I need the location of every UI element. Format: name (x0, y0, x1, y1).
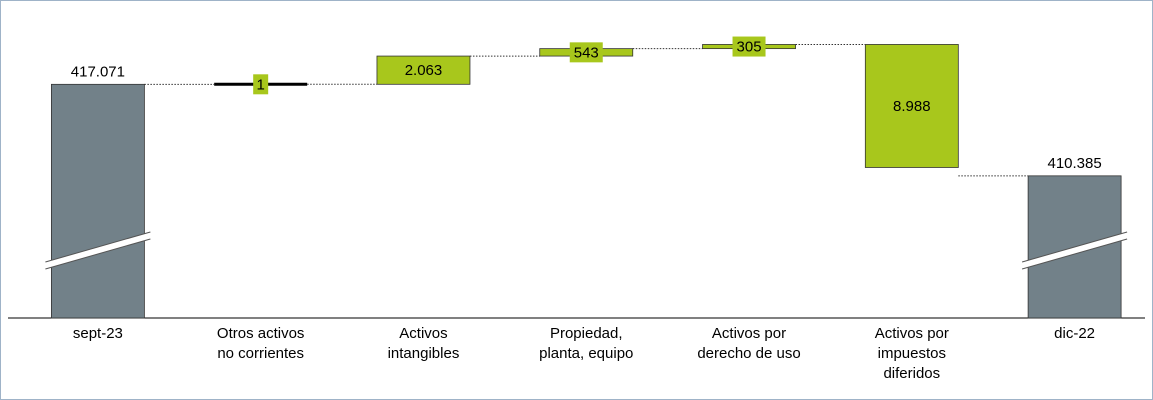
value-label: 8.988 (893, 98, 931, 115)
bar (376, 55, 471, 85)
x-tick-label: Otros activos no corrientes (216, 325, 305, 362)
bar (50, 83, 145, 319)
axis-break (45, 232, 151, 269)
x-tick-label: Activos intangibles (387, 325, 460, 362)
value-label: 543 (574, 44, 599, 61)
value-label: 417.071 (71, 63, 125, 80)
x-tick-label: dic-22 (1054, 325, 1096, 342)
axis-break (1022, 232, 1128, 269)
axis-break-edge (45, 238, 151, 270)
x-tick-label: Propiedad, planta, equipo (539, 325, 634, 362)
value-label: 1 (257, 76, 265, 93)
x-tick-label: sept-23 (72, 325, 123, 342)
axis-break-edge (45, 231, 151, 263)
value-label: 2.063 (405, 62, 443, 79)
value-label-box (253, 74, 269, 95)
x-tick-label: Activos por derecho de uso (697, 325, 801, 362)
bar (864, 44, 959, 168)
x-tick-label: Activos por impuestos diferidos (874, 325, 949, 382)
value-label: 410.385 (1047, 155, 1101, 172)
axis-break-edge (1021, 231, 1128, 263)
value-label: 305 (737, 39, 762, 56)
value-label-box (569, 42, 603, 63)
axis-break-edge (1021, 238, 1128, 270)
value-label-box (732, 36, 766, 57)
